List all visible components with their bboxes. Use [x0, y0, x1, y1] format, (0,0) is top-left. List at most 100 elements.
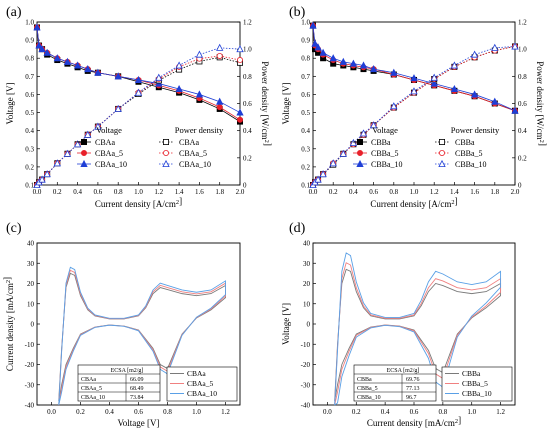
legend-marker	[81, 149, 88, 156]
data-point	[319, 170, 327, 178]
data-point	[390, 68, 398, 76]
x-tick-label: 0.0	[47, 408, 56, 416]
panel-b: (b) 0.0 0.2 0.4 0.6 0.8 1.0 1.2 1.4 1.6 1.8 2.0 0.1 0…	[281, 5, 548, 209]
x-tick-label: 0.0	[33, 188, 42, 196]
data-point	[43, 170, 51, 178]
data-point	[329, 54, 337, 62]
y-tick-label: 0.9	[25, 37, 34, 45]
y-tick-label: 0.3	[301, 145, 310, 153]
y-tick-label: 10	[303, 300, 311, 308]
y2-tick-label: 0.8	[518, 73, 527, 81]
panel-label: (d)	[289, 221, 306, 236]
legend-entry-label: CBBa_10	[455, 160, 487, 169]
y-tick-label: -20	[301, 361, 311, 369]
y2-tick-label: 0.6	[518, 100, 527, 108]
y-tick-label: -30	[301, 381, 311, 389]
y-tick-label: 0.5	[301, 109, 310, 117]
legend-marker	[162, 138, 169, 145]
x-tick-label: 0.0	[323, 408, 332, 416]
y-tick-label: 0.2	[301, 163, 310, 171]
y-tick-label: -10	[25, 341, 35, 349]
x-tick-label: 1.2	[221, 408, 230, 416]
y-tick-label: 0.1	[25, 182, 34, 190]
data-point	[84, 65, 92, 73]
x-axis-label: Voltage [V]	[117, 418, 159, 428]
data-point	[195, 90, 204, 98]
data-point	[35, 41, 43, 49]
legend-marker	[162, 159, 170, 168]
table-cell-value: 73.84	[130, 395, 144, 401]
table-cell-value: 77.13	[406, 386, 420, 392]
x-tick-label: 0.2	[352, 408, 361, 416]
y-tick-label: -20	[25, 361, 35, 369]
data-point	[195, 50, 204, 58]
legend-marker	[438, 159, 446, 168]
y-tick-label: 40	[303, 240, 311, 248]
y-axis-label: Voltage [V]	[281, 82, 291, 124]
x-tick-label: 0.6	[369, 188, 378, 196]
y2-tick-label: 0.4	[518, 127, 527, 135]
y2-axis-label: Power density [W/cm2]	[535, 61, 548, 146]
x-tick-label: 0.8	[438, 408, 447, 416]
x-tick-label: 1.8	[215, 188, 224, 196]
y2-tick-label: 0	[518, 182, 522, 190]
data-point	[410, 87, 418, 95]
data-point	[450, 61, 459, 69]
data-point	[73, 61, 82, 69]
data-point	[470, 50, 479, 58]
y2-tick-label: 1.2	[518, 19, 527, 27]
legend: Voltage Power density CBBa CBBa CBBa_5 CBBa_5…	[353, 125, 500, 169]
data-point	[236, 116, 243, 123]
legend-entry-label: CBAa	[95, 138, 115, 147]
y-tick-label: 0	[31, 321, 35, 329]
panel-label: (b)	[289, 5, 306, 20]
panel-d: (d) 0.0 0.2 0.4 0.6 0.8 1.0 1.2 -40 -30 -20 -10 0 10 2…	[281, 221, 516, 428]
y-tick-label: 0.1	[301, 182, 310, 190]
y2-axis-label: Power density [W/cm2]	[260, 61, 273, 146]
data-point	[369, 121, 378, 129]
table-cell-name: CBAa_10	[81, 395, 105, 401]
y-tick-label: 0.2	[25, 163, 34, 171]
series-line	[36, 27, 241, 121]
x-axis-label: Current density [A/cm2]	[95, 196, 182, 209]
x-tick-label: 0.2	[329, 188, 338, 196]
y-axis-label: Voltage [V]	[5, 82, 15, 124]
y-axis-label: Current density [mA/cm2]	[2, 277, 15, 371]
data-point	[236, 108, 244, 116]
data-point	[349, 59, 358, 67]
y-tick-label: 20	[303, 280, 311, 288]
data-point	[134, 88, 143, 96]
series-CBBa_10	[334, 252, 502, 406]
legend-entry-label: CBAa_5	[95, 149, 123, 158]
data-point	[491, 97, 499, 105]
y-axis-label: Voltage [V]	[281, 303, 291, 345]
x-tick-label: 1.2	[496, 408, 505, 416]
legend-marker	[356, 159, 364, 168]
y2-tick-label: 0.6	[243, 100, 252, 108]
data-point	[94, 122, 102, 130]
x-axis-label: Current density [mA/cm2]	[367, 415, 461, 428]
x-tick-label: 0.8	[389, 188, 398, 196]
ecsa-table: ECSA [m2/g] CBAa 66.09 CBAa_5 68.49 CBAa_10 73…	[77, 364, 161, 402]
data-point	[155, 73, 163, 81]
legend: Voltage Power density CBAa CBAa CBAa_5 CBAa_5…	[77, 125, 224, 169]
x-tick-label: 2.0	[511, 188, 520, 196]
y-tick-label: 0.4	[301, 127, 310, 135]
legend-marker	[356, 138, 363, 145]
table-cell-value: 68.49	[130, 386, 144, 392]
legend-entry-label: CBBa_10	[462, 389, 492, 398]
x-tick-label: 2.0	[236, 188, 245, 196]
data-point	[53, 159, 61, 167]
x-tick-label: 1.6	[470, 188, 479, 196]
series-voltage-CBAa	[34, 24, 243, 125]
x-tick-label: 1.0	[410, 188, 419, 196]
x-tick-label: 0.4	[381, 408, 390, 416]
y-tick-label: 0.5	[25, 109, 34, 117]
data-point	[216, 104, 223, 111]
y-tick-label: 0.6	[25, 91, 34, 99]
y2-tick-label: 1.0	[243, 46, 252, 54]
data-point	[236, 45, 244, 53]
data-point	[329, 159, 337, 167]
data-point	[359, 61, 368, 69]
